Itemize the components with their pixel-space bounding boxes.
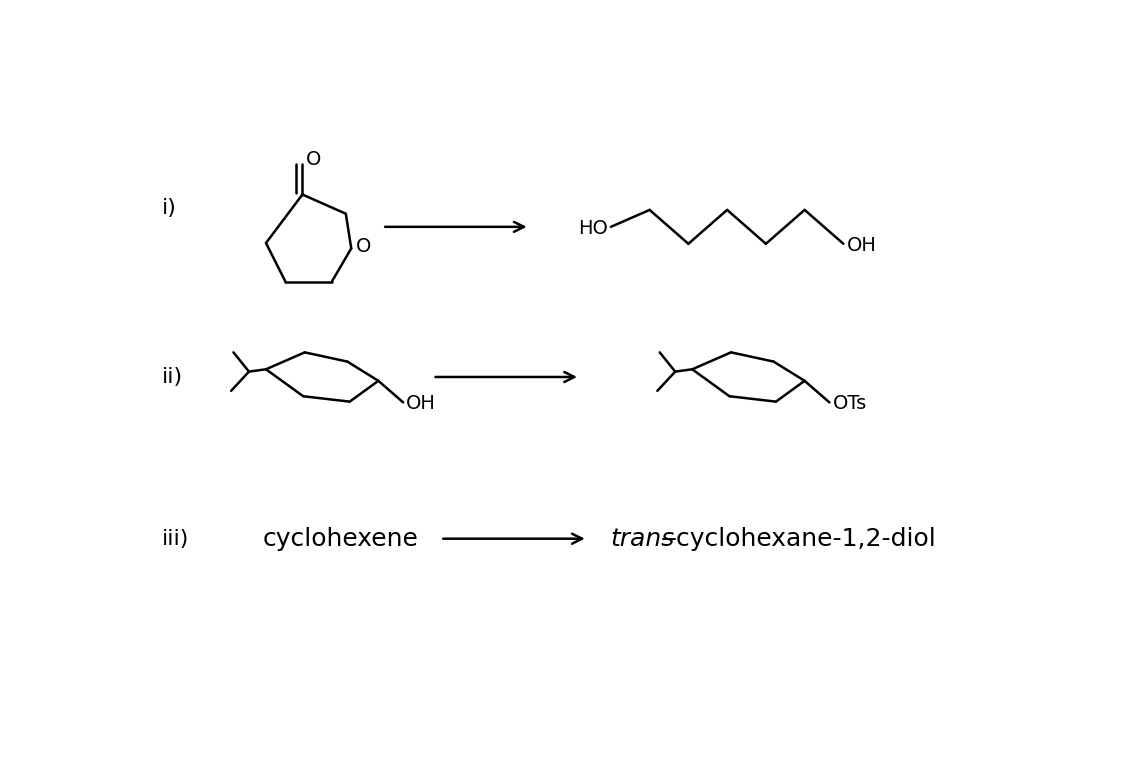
Text: OTs: OTs [833, 394, 867, 413]
Text: i): i) [161, 198, 176, 218]
Text: OH: OH [407, 394, 436, 413]
Text: ii): ii) [161, 367, 183, 387]
Text: O: O [356, 237, 371, 256]
Text: HO: HO [578, 219, 608, 238]
Text: iii): iii) [161, 529, 189, 549]
Text: trans: trans [611, 527, 675, 551]
Text: cyclohexene: cyclohexene [262, 527, 418, 551]
Text: ‒cyclohexane-1,2-diol: ‒cyclohexane-1,2-diol [661, 527, 937, 551]
Text: OH: OH [846, 236, 876, 255]
Text: O: O [306, 150, 320, 169]
